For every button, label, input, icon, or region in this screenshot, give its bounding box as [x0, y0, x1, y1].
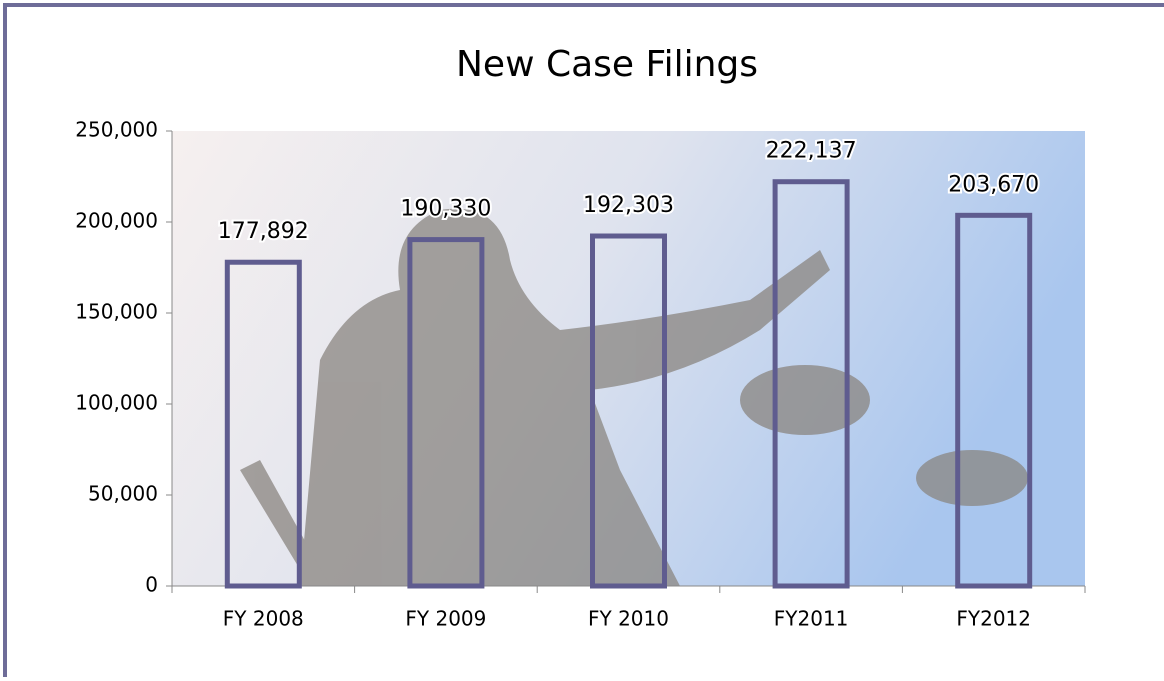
value-label: 222,137 — [766, 139, 857, 164]
y-tick-label: 250,000 — [75, 118, 158, 142]
y-tick-label: 0 — [145, 573, 158, 597]
value-label: 177,892 — [218, 219, 309, 244]
x-tick-label: FY2011 — [774, 607, 849, 631]
value-label: 203,670 — [948, 172, 1039, 197]
chart-title: New Case Filings — [456, 44, 758, 85]
chart: New Case Filings 0 50,000 100,000 150,000 20… — [0, 0, 1164, 677]
x-tick-label: FY 2009 — [405, 607, 486, 631]
y-tick-label: 50,000 — [88, 482, 158, 506]
x-tick-label: FY 2010 — [588, 607, 669, 631]
y-tick-label: 200,000 — [75, 209, 158, 233]
x-tick-label: FY 2008 — [223, 607, 304, 631]
y-tick-label: 100,000 — [75, 391, 158, 415]
value-label: 192,303 — [583, 193, 674, 218]
y-tick-label: 150,000 — [75, 300, 158, 324]
value-label: 190,330 — [400, 197, 491, 222]
x-tick-label: FY2012 — [956, 607, 1031, 631]
